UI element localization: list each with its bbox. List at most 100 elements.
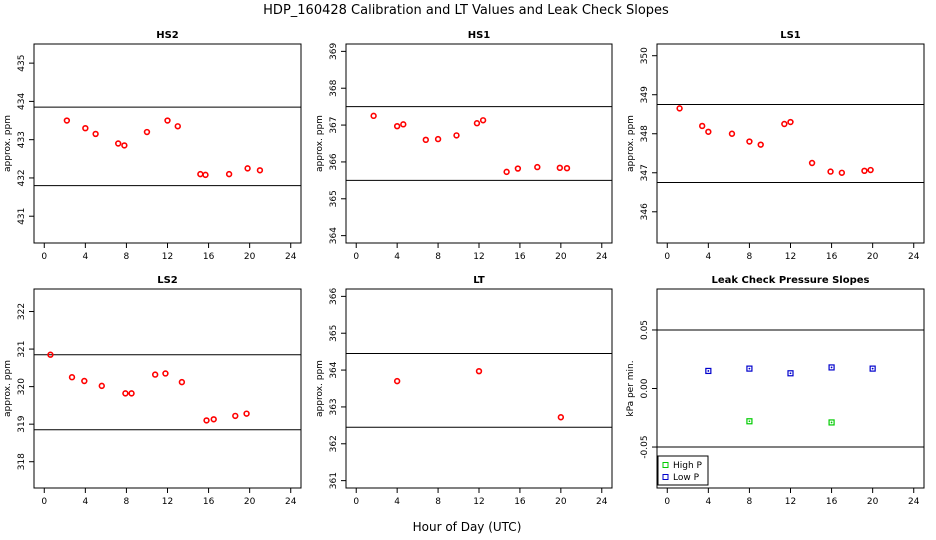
x-tick-label: 16 (826, 497, 838, 507)
data-point (202, 171, 209, 179)
x-tick-label: 12 (785, 252, 796, 262)
x-tick-label: 16 (203, 252, 215, 262)
panel-2: HS1 0 4 8 12 16 20 24 364 365 366 367 368 369 approx. … (315, 30, 613, 262)
data-point (787, 118, 794, 126)
x-tick-label: 0 (41, 252, 47, 262)
data-point (82, 124, 89, 132)
x-axis-label: Hour of Day (UTC) (413, 520, 522, 534)
data-point (867, 166, 874, 174)
x-tick-label: 24 (596, 252, 608, 262)
y-tick-label: 361 (329, 472, 339, 489)
data-point (68, 374, 76, 381)
data-point (828, 364, 835, 371)
data-point (828, 419, 835, 426)
x-tick-label: 24 (596, 497, 608, 507)
x-tick-label: 4 (705, 497, 711, 507)
x-tick-label: 8 (124, 497, 130, 507)
y-tick-label: 0.00 (640, 378, 650, 398)
data-point-center (830, 421, 833, 424)
x-tick-label: 20 (867, 252, 879, 262)
x-tick-label: 16 (826, 252, 838, 262)
data-point-center (830, 366, 833, 369)
data-point (861, 167, 868, 175)
y-tick-label: 366 (329, 153, 339, 170)
panel-4: LS2 0 4 8 12 16 20 24 318 319 320 321 322 approx. ppm (3, 275, 302, 507)
data-point (827, 168, 834, 175)
panel-5: LT 0 4 8 12 16 20 24 361 362 363 364 365 366 approx. p… (315, 275, 613, 507)
data-point (98, 382, 105, 390)
x-tick-label: 16 (514, 252, 526, 262)
x-tick-label: 4 (394, 497, 400, 507)
y-axis-label: approx. ppm (3, 360, 13, 417)
panel-title: LS1 (780, 30, 801, 41)
data-point (400, 121, 407, 128)
data-point (243, 410, 250, 417)
y-tick-label: 318 (17, 453, 27, 470)
y-tick-label: 435 (17, 55, 27, 72)
x-tick-label: 20 (555, 497, 567, 507)
y-axis-label: approx. ppm (315, 360, 325, 417)
data-point (92, 130, 99, 138)
y-tick-label: 431 (17, 208, 27, 225)
plot-frame (656, 43, 925, 244)
panel-title: HS1 (468, 30, 491, 41)
y-tick-label: 362 (329, 435, 339, 452)
x-tick-label: 24 (908, 252, 920, 262)
x-tick-label: 24 (285, 497, 297, 507)
data-point (557, 414, 565, 421)
plot-frame (33, 288, 302, 489)
data-point (393, 377, 401, 385)
data-point (705, 367, 712, 375)
x-tick-label: 4 (705, 252, 711, 262)
panel-title: Leak Check Pressure Slopes (712, 275, 870, 286)
y-tick-label: 321 (17, 340, 27, 357)
x-tick-label: 12 (473, 252, 484, 262)
data-point (47, 351, 54, 358)
data-point-center (707, 370, 710, 372)
data-point (475, 367, 483, 375)
y-tick-label: 367 (329, 116, 339, 133)
data-point (556, 164, 564, 172)
x-tick-label: 8 (747, 497, 753, 507)
x-tick-label: 4 (82, 497, 88, 507)
y-tick-label: 346 (640, 203, 650, 220)
y-axis-label: approx. ppm (626, 115, 636, 172)
data-point (143, 128, 151, 136)
data-point (81, 377, 88, 385)
x-tick-label: 0 (353, 252, 359, 262)
y-tick-label: 363 (329, 398, 339, 415)
panel-title: HS2 (156, 30, 179, 41)
y-tick-label: 434 (17, 93, 27, 110)
panel-title: LT (473, 275, 485, 286)
y-tick-label: 322 (17, 303, 27, 320)
x-tick-label: 0 (664, 497, 670, 507)
x-tick-label: 20 (244, 252, 256, 262)
data-point (563, 164, 571, 172)
x-tick-label: 12 (162, 497, 173, 507)
panel-title: LS2 (157, 275, 178, 286)
x-tick-label: 16 (203, 497, 215, 507)
data-point (393, 122, 401, 130)
x-tick-label: 20 (555, 252, 567, 262)
data-point (151, 371, 159, 378)
y-tick-label: 348 (640, 125, 650, 142)
y-tick-label: 432 (17, 169, 27, 186)
y-axis-label: approx. ppm (315, 115, 325, 172)
data-point-center (871, 367, 874, 370)
data-point (676, 105, 683, 112)
x-tick-label: 0 (664, 252, 670, 262)
data-point (479, 117, 487, 124)
data-point (122, 390, 129, 397)
y-tick-label: -0.05 (640, 435, 650, 458)
y-axis-label: approx. ppm (3, 115, 13, 172)
data-point (121, 142, 128, 149)
data-point (473, 120, 481, 127)
data-point (128, 390, 135, 397)
y-tick-label: 368 (329, 79, 339, 96)
data-point (787, 370, 794, 377)
data-point (203, 417, 210, 424)
x-tick-label: 8 (435, 497, 441, 507)
data-point (162, 370, 169, 377)
data-point (178, 378, 186, 386)
